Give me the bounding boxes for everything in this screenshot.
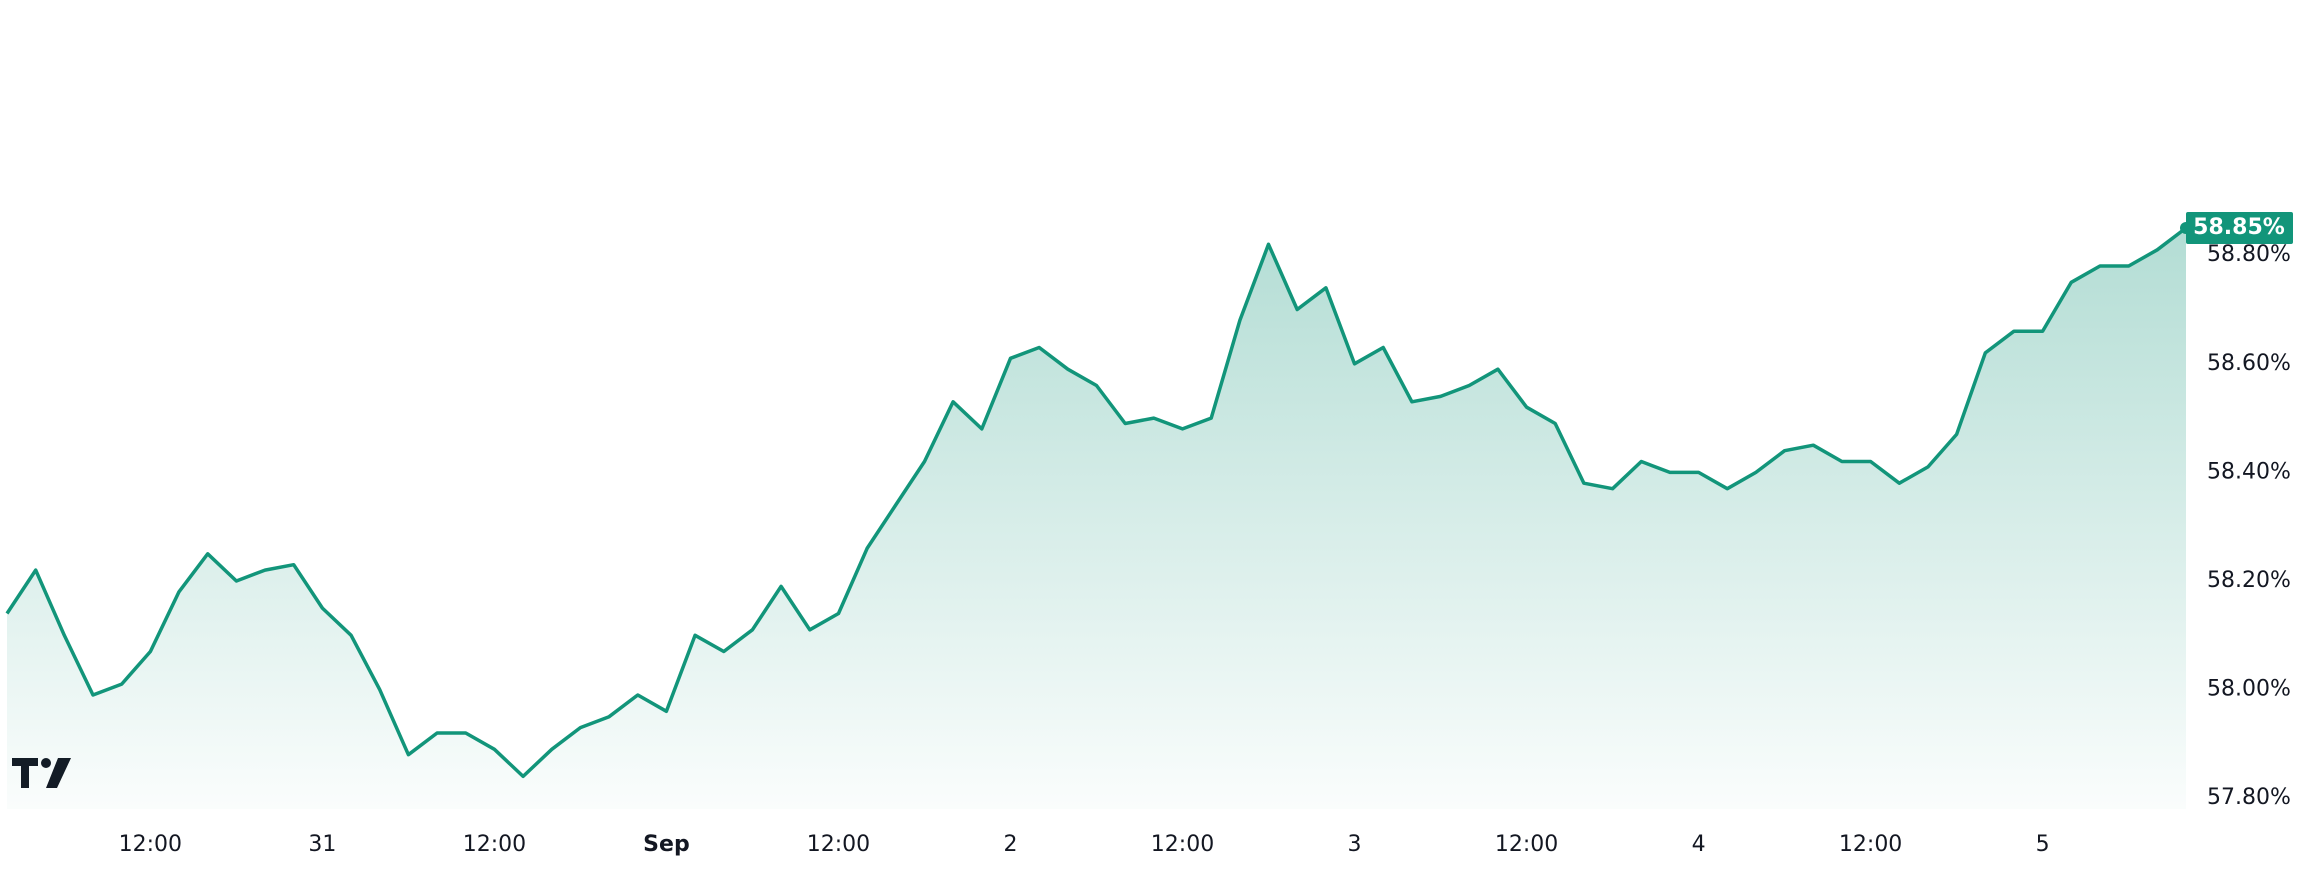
x-tick-label: 12:00: [1495, 832, 1558, 857]
x-tick-label: 5: [2036, 832, 2050, 857]
last-value-label: 58.85%: [2193, 215, 2285, 240]
area: [7, 228, 2186, 809]
x-tick-label: 31: [308, 832, 336, 857]
x-tick-label: 12:00: [1151, 832, 1214, 857]
last-value-box: [2186, 212, 2293, 245]
y-tick-label: 58.20%: [2207, 568, 2291, 593]
y-tick-label: 58.60%: [2207, 351, 2291, 376]
x-tick-label: 4: [1692, 832, 1706, 857]
x-tick-label: Sep: [643, 832, 690, 857]
y-tick-label: 57.80%: [2207, 785, 2291, 810]
y-tick-label: 58.80%: [2207, 242, 2291, 267]
x-tick-label: 12:00: [1839, 832, 1902, 857]
y-tick-label: 58.40%: [2207, 459, 2291, 484]
x-tick-label: 2: [1003, 832, 1017, 857]
x-tick-label: 12:00: [463, 832, 526, 857]
y-tick-label: 58.00%: [2207, 677, 2291, 702]
x-tick-label: 3: [1348, 832, 1362, 857]
x-tick-label: 12:00: [807, 832, 870, 857]
x-tick-label: 12:00: [119, 832, 182, 857]
line: [5, 226, 2188, 779]
